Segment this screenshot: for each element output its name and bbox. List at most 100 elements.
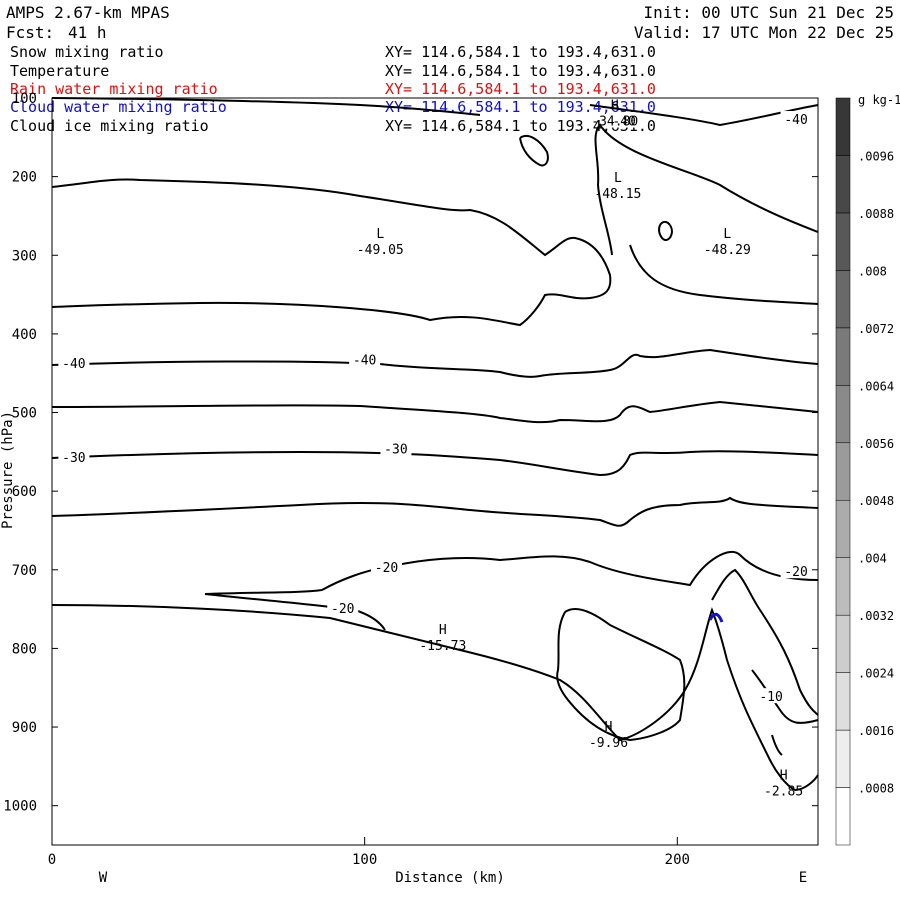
colorbar-swatch [835, 614, 851, 673]
y-tick-label: 900 [12, 720, 37, 736]
y-tick-label: 700 [12, 563, 37, 579]
extremum-type: L [723, 227, 731, 242]
extremum-value: -9.96 [589, 736, 628, 751]
contour-label: -20 [784, 565, 807, 580]
contour-label: -30 [384, 442, 407, 457]
forecast-hours: 41 h [68, 23, 107, 42]
contour-line [657, 221, 674, 241]
contour-label: -20 [331, 602, 354, 617]
contour-label-bg [327, 600, 359, 616]
contour-line [51, 178, 612, 327]
extremum-type: H [605, 720, 613, 735]
x-axis-label: Distance (km) [395, 870, 505, 886]
colorbar-swatch [835, 212, 851, 271]
extremum-value: -34.80 [591, 115, 638, 130]
contour-label: -40 [353, 354, 376, 369]
contour-line [51, 400, 819, 424]
colorbar-level: .0016 [858, 724, 894, 738]
extremum-value: -2.85 [764, 785, 803, 800]
extremum-type: L [614, 171, 622, 186]
colorbar-swatch [835, 499, 851, 558]
extremum-type: H [780, 769, 788, 784]
model-title: AMPS 2.67-km MPAS [6, 3, 170, 22]
y-tick-label: 500 [12, 406, 37, 422]
contour-line [751, 669, 819, 724]
colorbar-swatch [835, 385, 851, 444]
contour-line [556, 607, 686, 742]
contour-line [589, 104, 819, 127]
x-tick-label: 200 [665, 852, 690, 868]
axes: 100 200 300 400 500 600 700 800 900 1000 0 100 200 [3, 91, 818, 868]
contour-label-bg [755, 688, 787, 704]
colorbar-level: .0008 [858, 782, 894, 796]
colorbar-level: .0056 [858, 437, 894, 451]
colorbar-level: .0048 [858, 494, 894, 508]
contour-label: -20 [375, 561, 398, 576]
colorbar-level: .004 [858, 552, 887, 566]
colorbar-swatch [835, 672, 851, 731]
cloud-water-contour [708, 612, 724, 623]
colorbar-level: .0096 [858, 149, 894, 163]
y-tick-label: 400 [12, 327, 37, 343]
contour-line [519, 134, 549, 167]
forecast-label: Fcst: [6, 23, 55, 42]
contour-line [51, 496, 819, 527]
colorbar-swatch [835, 442, 851, 501]
contour-line [51, 450, 819, 477]
colorbar: .0008 .0016 .0024 .0032 .004 .0048 .0056 .0064.… [835, 97, 894, 846]
field-range-temperature: XY= 114.6,584.1 to 193.4,631.0 [385, 62, 656, 80]
contour-line [594, 123, 819, 256]
contour-label: -40 [62, 357, 85, 372]
extremum-value: -48.15 [594, 187, 641, 202]
colorbar-level: .0088 [858, 207, 894, 221]
contour-label: -10 [759, 690, 782, 705]
contour-label: -30 [62, 451, 85, 466]
y-tick-label: 200 [12, 170, 37, 186]
colorbar-swatch [835, 729, 851, 788]
field-range-rain: XY= 114.6,584.1 to 193.4,631.0 [385, 80, 656, 98]
y-tick-label: 800 [12, 641, 37, 657]
field-name-cloud-water: Cloud water mixing ratio [10, 98, 227, 116]
colorbar-swatch [835, 787, 851, 846]
contour-line [204, 550, 819, 595]
field-name-cloud-ice: Cloud ice mixing ratio [10, 117, 209, 135]
contour-label-bg [380, 440, 412, 456]
contour-line [51, 348, 819, 378]
contour-label: -40 [784, 113, 807, 128]
contour-label-bg [371, 559, 403, 575]
y-tick-label: 300 [12, 248, 37, 264]
x-tick-label: 100 [352, 852, 377, 868]
valid-time: Valid: 17 UTC Mon 22 Dec 25 [633, 23, 894, 42]
extremum-value: -15.73 [419, 639, 466, 654]
contour-line [711, 568, 819, 716]
colorbar-level: .008 [858, 264, 887, 278]
contour-label: -40 [612, 115, 635, 130]
contour-labels: -40 -40-40 -40-30-30-20-20-20-10H-34.80L-4… [58, 99, 812, 800]
contour-label-bg [608, 112, 640, 128]
extremum-type: L [376, 227, 384, 242]
extremum-type: H [611, 99, 619, 114]
field-name-snow: Snow mixing ratio [10, 43, 164, 61]
contour-label-bg [780, 111, 812, 127]
colorbar-level: .0032 [858, 609, 894, 623]
colorbar-level: .0072 [858, 322, 894, 336]
x-tick-label: 0 [48, 852, 56, 868]
west-label: W [99, 870, 108, 886]
colorbar-swatch [835, 97, 851, 156]
colorbar-swatch [835, 270, 851, 329]
colorbar-swatch [835, 155, 851, 214]
contour-label-bg [58, 449, 90, 465]
extremum-type: H [439, 623, 447, 638]
colorbar-swatch [835, 557, 851, 616]
contour-line [51, 604, 819, 792]
y-tick-label: 100 [12, 91, 37, 107]
y-axis-label: Pressure (hPa) [0, 411, 16, 529]
field-range-snow: XY= 114.6,584.1 to 193.4,631.0 [385, 43, 656, 61]
contour-line [629, 244, 819, 305]
colorbar-level: .0064 [858, 379, 894, 393]
extremum-value: -48.29 [704, 243, 751, 258]
extremum-value: -49.05 [357, 243, 404, 258]
east-label: E [799, 870, 807, 886]
plot-frame [51, 97, 819, 846]
